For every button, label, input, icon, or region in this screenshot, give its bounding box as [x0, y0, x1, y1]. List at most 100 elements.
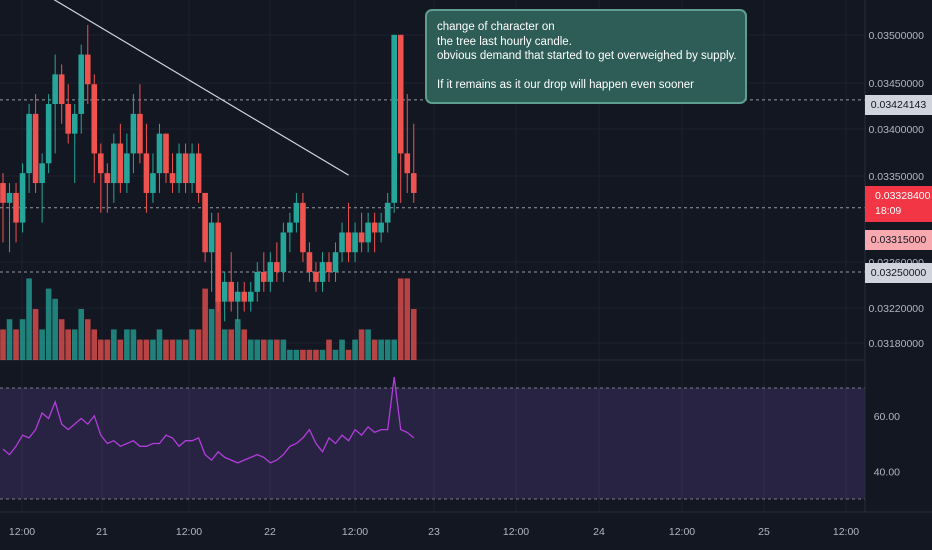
candle-body [195, 153, 202, 193]
candle-body [111, 143, 117, 184]
time-tick-label: 25 [758, 526, 770, 538]
volume-bar [378, 339, 384, 360]
volume-bar [169, 339, 176, 360]
volume-bar [143, 339, 150, 360]
volume-bar [6, 319, 13, 360]
volume-bar [98, 339, 104, 360]
current-price-tag: 0.03328400 18:09 [865, 186, 932, 222]
volume-bar [104, 339, 111, 360]
time-tick-label: 22 [264, 526, 276, 538]
volume-bar [45, 288, 52, 360]
candle-body [130, 113, 137, 154]
candle-body [410, 173, 417, 193]
price-tick-label: 0.03450000 [869, 78, 925, 90]
volume-bar [384, 339, 391, 360]
candle-body [208, 222, 215, 253]
annotation-line: the tree last hourly candle. [437, 35, 572, 48]
volume-bar [71, 329, 78, 360]
candle-body [169, 173, 176, 184]
candle-body [228, 281, 234, 302]
volume-bar [365, 329, 371, 360]
volume-bar [261, 339, 267, 360]
annotation-callout[interactable]: change of character on the tree last hou… [425, 9, 747, 104]
volume-bar [26, 278, 32, 360]
volume-bar [215, 298, 221, 360]
candle-body [319, 262, 326, 282]
volume-bar [319, 349, 326, 360]
volume-bar [287, 349, 293, 360]
candle-body [39, 163, 45, 184]
volume-bar [78, 309, 85, 360]
candle-body [19, 173, 26, 223]
volume-bar [410, 309, 417, 360]
volume-bar [189, 329, 195, 360]
candle-body [397, 34, 404, 154]
candle-body [117, 143, 124, 184]
price-tick-label: 0.03180000 [869, 338, 925, 350]
volume-bar [111, 329, 117, 360]
volume-bar [267, 339, 274, 360]
current-price-value: 0.03328400 [875, 190, 931, 202]
volume-bar [0, 329, 6, 360]
volume-bar [176, 339, 182, 360]
time-tick-label: 23 [428, 526, 440, 538]
candle-body [352, 232, 358, 253]
candle-body [358, 232, 365, 243]
volume-bar [117, 339, 124, 360]
candle-body [345, 232, 352, 253]
volume-bar [202, 288, 208, 360]
volume-bar [91, 329, 98, 360]
candle-body [261, 272, 267, 282]
candle-body [326, 262, 332, 273]
candle-body [404, 153, 411, 174]
candle-body [384, 202, 391, 223]
candle-body [0, 183, 6, 203]
candle-body [137, 113, 143, 154]
price-tick-label: 0.03500000 [869, 30, 925, 42]
candle-body [287, 222, 293, 233]
volume-bar [300, 349, 306, 360]
volume-bar [332, 349, 339, 360]
volume-bar [254, 339, 261, 360]
candle-body [84, 54, 91, 85]
volume-bar [221, 329, 228, 360]
volume-bar [39, 329, 45, 360]
volume-bar [241, 329, 248, 360]
candle-body [254, 272, 261, 292]
time-tick-label: 12:00 [9, 526, 35, 538]
candle-body [65, 104, 71, 134]
candle-body [274, 262, 280, 273]
candle-body [247, 291, 254, 302]
volume-bar [58, 319, 65, 360]
volume-bar [182, 339, 189, 360]
candle-body [150, 173, 156, 193]
candle-body [371, 222, 378, 233]
volume-bar [326, 339, 332, 360]
candle-body [391, 34, 397, 203]
volume-bar [65, 329, 71, 360]
volume-bar [345, 349, 352, 360]
time-tick-label: 12:00 [833, 526, 859, 538]
candle-body [91, 84, 98, 154]
rsi-line [2, 376, 415, 464]
candle-body [13, 192, 19, 223]
candle-body [339, 232, 345, 253]
annotation-line [437, 64, 745, 79]
price-tick-label: 0.03400000 [869, 124, 925, 136]
volume-bar [52, 298, 58, 360]
volume-bar [352, 339, 358, 360]
volume-bar [391, 339, 397, 360]
volume-bar [13, 329, 19, 360]
candle-body [202, 192, 208, 253]
candle-body [280, 232, 287, 273]
annotation-line: obvious demand that started to get overw… [437, 50, 737, 62]
volume-bar [293, 349, 300, 360]
volume-bar [150, 339, 156, 360]
volume-bar [84, 319, 91, 360]
volume-bar [274, 339, 280, 360]
time-tick-label: 21 [96, 526, 108, 538]
volume-bar [130, 329, 137, 360]
candle-body [143, 153, 150, 193]
volume-bar [228, 329, 234, 360]
